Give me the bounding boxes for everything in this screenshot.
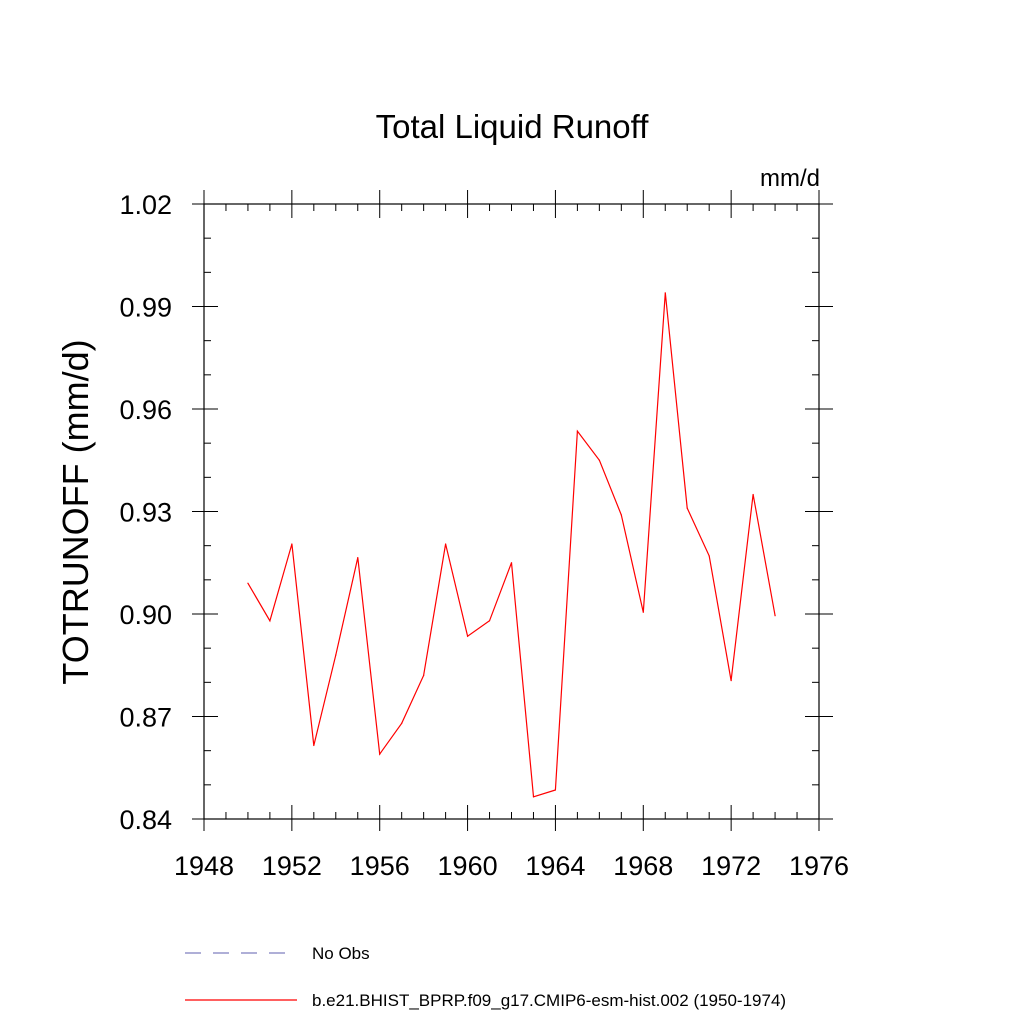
x-tick-label: 1952 [262, 851, 322, 881]
y-tick-label: 0.84 [119, 805, 172, 835]
series-line [247, 292, 776, 798]
x-tick-label: 1956 [350, 851, 410, 881]
legend: No Obs b.e21.BHIST_BPRP.f09_g17.CMIP6-es… [185, 944, 786, 1010]
data-point [291, 543, 293, 545]
legend-label-no-obs: No Obs [312, 944, 370, 963]
data-point [664, 292, 666, 294]
data-point [269, 620, 271, 622]
units-label: mm/d [760, 165, 820, 192]
x-tick-label: 1964 [525, 851, 585, 881]
x-tick-label: 1968 [613, 851, 673, 881]
data-point [445, 543, 447, 545]
chart-title: Total Liquid Runoff [376, 108, 650, 145]
data-point [730, 680, 732, 682]
data-point [708, 555, 710, 557]
y-axis-label: TOTRUNOFF (mm/d) [55, 339, 96, 684]
data-point [379, 753, 381, 755]
y-tick-label: 0.87 [119, 703, 172, 733]
data-point [532, 796, 535, 798]
data-point [401, 722, 403, 724]
y-tick-label: 0.96 [119, 395, 172, 425]
data-point [510, 562, 513, 564]
y-tick-label: 0.90 [119, 600, 172, 630]
data-point [554, 789, 557, 791]
x-tick-label: 1972 [701, 851, 761, 881]
data-point [576, 430, 578, 432]
y-tick-label: 0.99 [119, 293, 172, 323]
legend-label-model: b.e21.BHIST_BPRP.f09_g17.CMIP6-esm-hist.… [312, 991, 786, 1010]
data-point [466, 635, 469, 637]
data-point [247, 582, 249, 584]
data-point [752, 493, 754, 496]
data-point [313, 744, 315, 747]
data-point [423, 674, 425, 677]
plot-area-frame [203, 203, 820, 820]
data-point [620, 514, 622, 516]
y-tick-label: 0.93 [119, 498, 172, 528]
x-tick-label: 1948 [174, 851, 234, 881]
data-point [598, 459, 600, 461]
data-point [357, 557, 359, 559]
x-tick-label: 1976 [789, 851, 849, 881]
data-point [686, 507, 688, 509]
x-tick-label: 1960 [438, 851, 498, 881]
data-point [642, 611, 644, 613]
data-point [774, 615, 776, 617]
data-point [488, 620, 491, 622]
y-tick-label: 1.02 [119, 190, 172, 220]
data-point [335, 654, 337, 656]
